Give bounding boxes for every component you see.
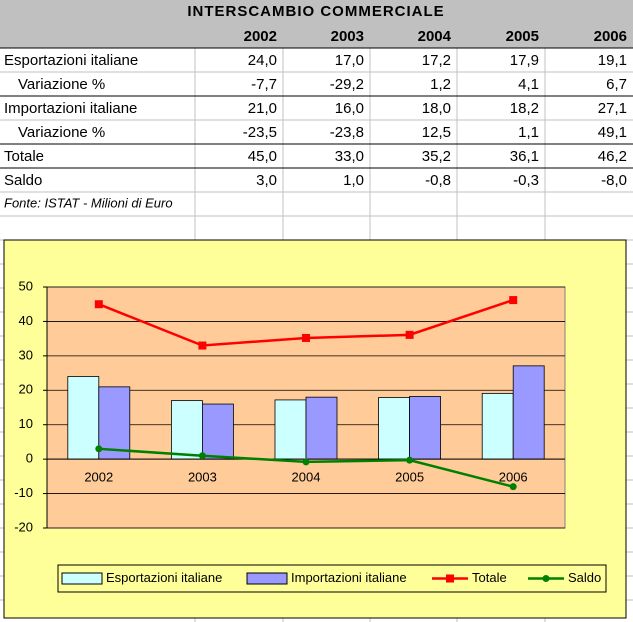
legend [57,564,607,593]
bar [201,403,234,460]
column-header: 2002 [244,28,277,45]
table-cell: 16,0 [335,100,364,117]
x-tick-label: 2003 [188,470,217,485]
table-cell: 49,1 [598,124,627,141]
y-tick-label: -20 [14,519,33,534]
bar [481,392,514,460]
table-cell: -7,7 [251,76,277,93]
y-tick-label: 30 [19,347,33,362]
table-cell: 1,0 [343,172,364,189]
point [509,296,518,305]
column-header: 2003 [331,28,364,45]
y-tick-label: 20 [19,382,33,397]
column-header: 2006 [594,28,627,45]
table-note: Fonte: ISTAT - Milioni di Euro [4,195,173,210]
table-title: INTERSCAMBIO COMMERCIALE [187,3,444,20]
table-cell: 24,0 [248,52,277,69]
bar [170,400,203,460]
table-cell: 33,0 [335,148,364,165]
table-cell: 1,2 [430,76,451,93]
bar [67,376,100,460]
legend-swatch [61,572,103,585]
table-cell: 6,7 [606,76,627,93]
legend-label: Esportazioni italiane [106,570,222,585]
row-label: Saldo [4,172,42,189]
table-cell: -23,8 [330,124,364,141]
table-cell: 17,9 [510,52,539,69]
x-tick-label: 2004 [292,470,321,485]
table-cell: 17,2 [422,52,451,69]
bar [409,396,442,460]
y-tick-label: 50 [19,278,33,293]
table-cell: 4,1 [518,76,539,93]
legend-label: Totale [472,570,507,585]
table-cell: 12,5 [422,124,451,141]
table-cell: 21,0 [248,100,277,117]
point [509,483,517,491]
table-cell: 19,1 [598,52,627,69]
table-cell: -8,0 [601,172,627,189]
table-cell: 3,0 [256,172,277,189]
bar [274,399,307,460]
legend-marker [542,575,550,582]
table-cell: -0,3 [513,172,539,189]
table-cell: 46,2 [598,148,627,165]
row-label: Totale [4,148,44,165]
point [198,452,206,460]
point [302,458,310,466]
legend-marker [446,574,454,583]
bar [378,397,411,460]
table-cell: 45,0 [248,148,277,165]
table-cell: 1,1 [518,124,539,141]
legend-label: Saldo [568,570,601,585]
bar [98,386,131,460]
table-cell: -29,2 [330,76,364,93]
x-tick-label: 2005 [395,470,424,485]
table-cell: 17,0 [335,52,364,69]
y-tick-label: -10 [14,485,33,500]
bar [512,365,545,460]
table-cell: 18,2 [510,100,539,117]
table-cell: 35,2 [422,148,451,165]
bar [305,396,338,460]
x-tick-label: 2006 [499,470,528,485]
x-tick-label: 2002 [84,470,113,485]
point [94,300,103,309]
legend-swatch [246,572,288,585]
legend-label: Importazioni italiane [291,570,407,585]
row-label: Esportazioni italiane [4,52,138,69]
table-cell: 36,1 [510,148,539,165]
point [405,330,414,339]
table-cell: 18,0 [422,100,451,117]
point [406,456,414,464]
point [302,333,310,342]
row-label: Variazione % [18,76,105,93]
row-label: Importazioni italiane [4,100,137,117]
y-tick-label: 10 [19,416,33,431]
row-label: Variazione % [18,124,105,141]
column-header: 2005 [506,28,539,45]
y-tick-label: 0 [26,451,33,466]
point [95,445,103,453]
table-cell: 27,1 [598,100,627,117]
table-cell: -0,8 [425,172,451,189]
y-tick-label: 40 [19,313,33,328]
table-cell: -23,5 [243,124,277,141]
point [198,341,207,350]
column-header: 2004 [418,28,452,45]
